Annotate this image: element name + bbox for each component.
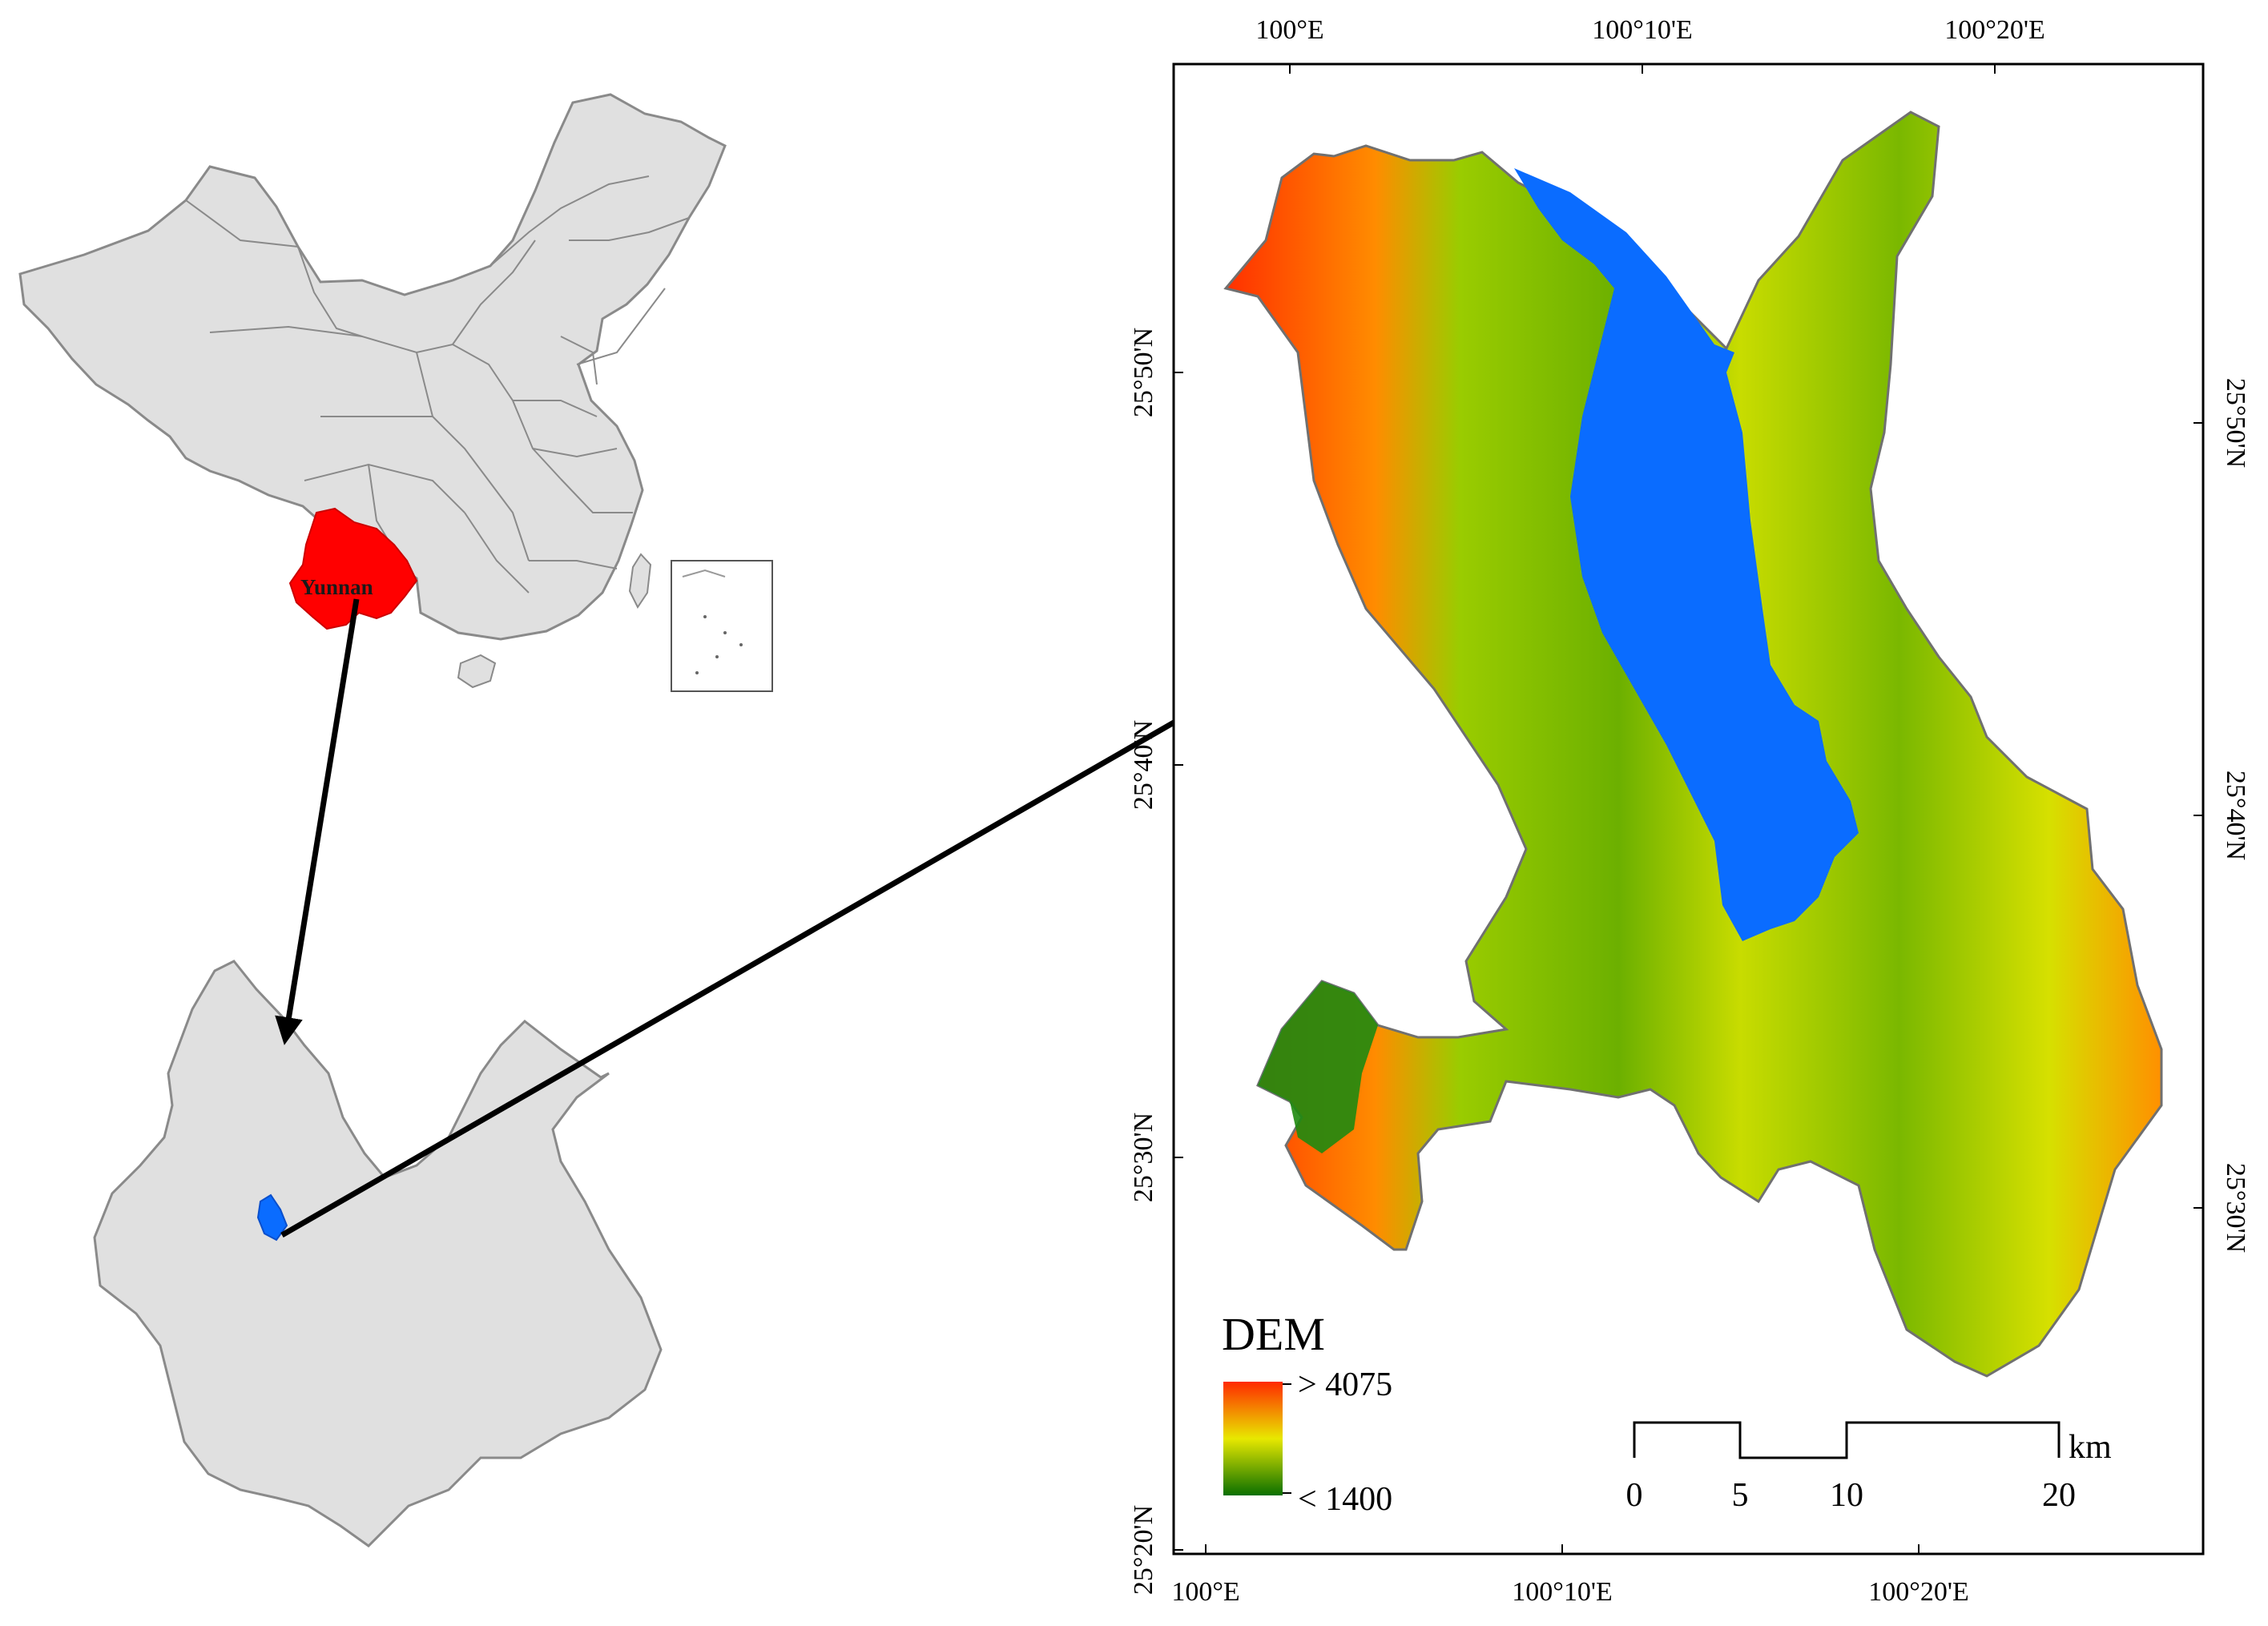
- top-longitude-ticks: 100°E 100°10'E 100°20'E: [1255, 15, 2045, 74]
- bottom-tick-100-10e: 100°10'E: [1512, 1577, 1613, 1607]
- right-latitude-ticks: 25°50'N 25°40'N 25°30'N: [2193, 378, 2250, 1253]
- left-tick-25-20n: 25°20'N: [1129, 1505, 1158, 1595]
- scale-bar: 0 5 10 20 km: [1626, 1421, 2112, 1514]
- top-tick-100-20e: 100°20'E: [1944, 15, 2045, 45]
- legend-low-label: < 1400: [1298, 1481, 1392, 1518]
- left-tick-25-50n: 25°50'N: [1129, 328, 1158, 417]
- taiwan-island: [628, 553, 652, 609]
- bottom-tick-100e: 100°E: [1171, 1577, 1239, 1607]
- china-map: Yunnan: [18, 93, 773, 692]
- yunnan-highlight: [288, 507, 418, 630]
- legend-color-ramp: [1223, 1382, 1283, 1495]
- right-tick-25-30n: 25°30'N: [2221, 1163, 2250, 1253]
- arrow-china-to-yunnan: [275, 598, 360, 1045]
- top-tick-100-10e: 100°10'E: [1592, 15, 1693, 45]
- yunnan-map: [93, 960, 663, 1548]
- dem-legend: DEM > 4075 < 1400: [1222, 1308, 1392, 1518]
- scale-label-20: 20: [2042, 1477, 2076, 1514]
- right-tick-25-50n: 25°50'N: [2221, 378, 2250, 468]
- bottom-longitude-ticks: 100°E 100°10'E 100°20'E: [1171, 1544, 1969, 1607]
- scale-unit: km: [2069, 1429, 2112, 1466]
- left-tick-25-40n: 25°40'N: [1129, 720, 1158, 810]
- legend-high-label: > 4075: [1298, 1366, 1392, 1403]
- yunnan-label: Yunnan: [300, 575, 373, 599]
- scale-label-5: 5: [1732, 1477, 1749, 1514]
- left-tick-25-30n: 25°30'N: [1129, 1113, 1158, 1202]
- top-tick-100e: 100°E: [1255, 15, 1323, 45]
- lake: [1514, 168, 1859, 941]
- south-china-sea-inset: [671, 560, 773, 692]
- hainan-island: [457, 654, 497, 689]
- scale-label-10: 10: [1830, 1477, 1863, 1514]
- yunnan-outline: [93, 960, 663, 1548]
- left-latitude-ticks: 25°50'N 25°40'N 25°30'N 25°20'N: [1129, 328, 1183, 1595]
- legend-title: DEM: [1222, 1308, 1325, 1360]
- dem-lowland-southwest: [1258, 981, 1378, 1153]
- dem-study-area: [1223, 111, 2163, 1378]
- right-tick-25-40n: 25°40'N: [2221, 771, 2250, 860]
- scale-label-0: 0: [1626, 1477, 1643, 1514]
- arrow-yunnan-to-dem: [280, 630, 1335, 1238]
- province-borders: [185, 175, 690, 594]
- bottom-tick-100-20e: 100°20'E: [1868, 1577, 1969, 1607]
- connector-arrows: [275, 598, 1335, 1238]
